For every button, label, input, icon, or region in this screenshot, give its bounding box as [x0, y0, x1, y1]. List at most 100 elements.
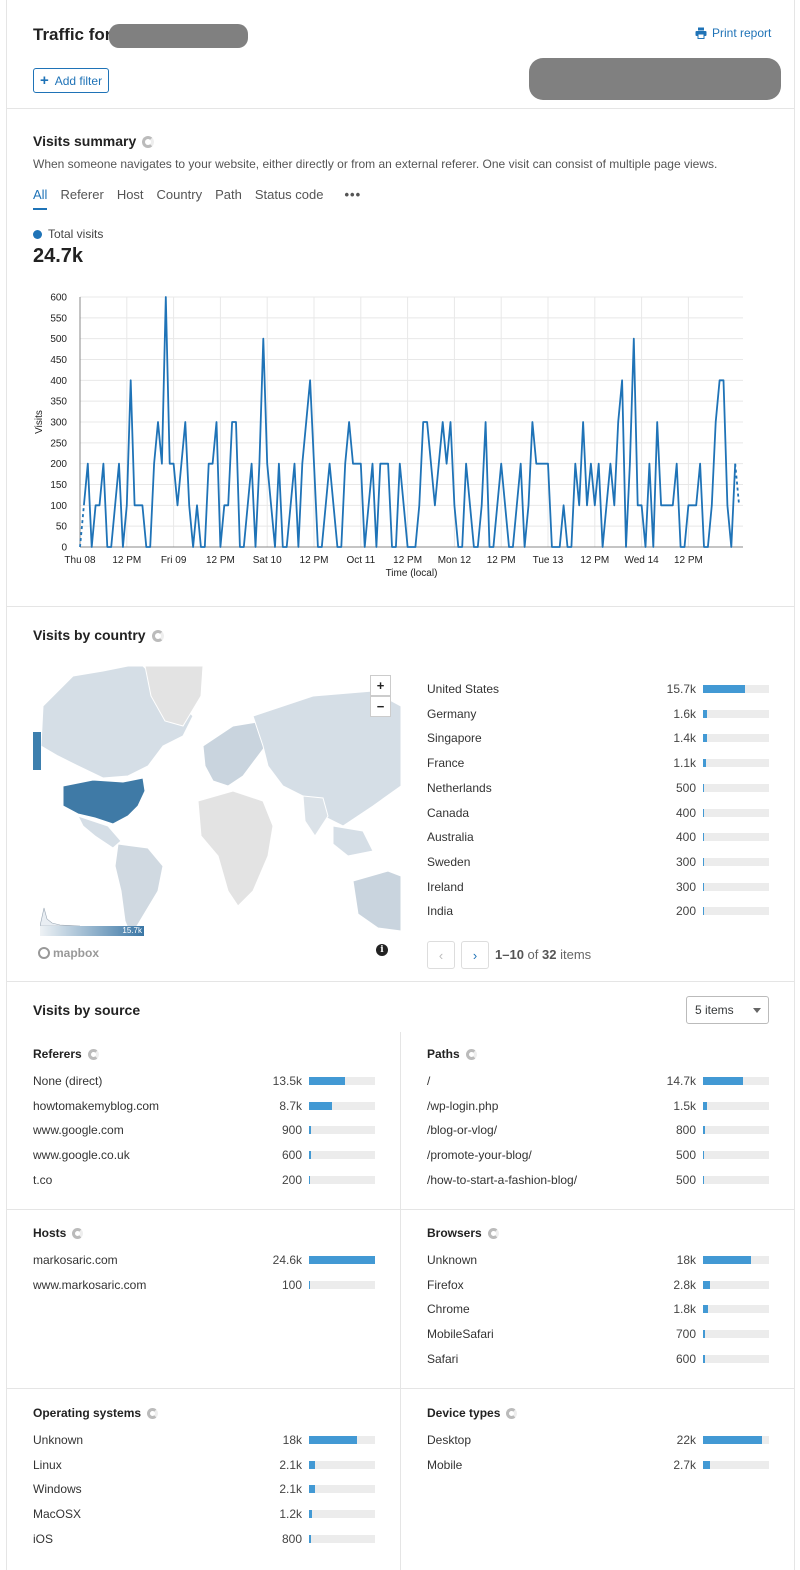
- country-row[interactable]: Canada 400: [427, 804, 769, 822]
- row-bar: [309, 1534, 375, 1543]
- chart-legend: Total visits: [33, 227, 103, 241]
- referersrow[interactable]: howtomakemyblog.com 8.7k: [33, 1097, 375, 1115]
- row-bar: [703, 1280, 769, 1289]
- country-name: India: [427, 904, 454, 919]
- help-icon[interactable]: [142, 136, 155, 149]
- row-label: /how-to-start-a-fashion-blog/: [427, 1172, 578, 1187]
- visits-line-chart[interactable]: 0 50 100 150 200 250 300 350 400 450 500 550 600 Thu …: [30, 288, 760, 588]
- country-row[interactable]: France 1.1k: [427, 754, 769, 772]
- tab-path[interactable]: Path: [215, 187, 242, 202]
- next-page-button[interactable]: ›: [461, 941, 489, 969]
- more-tabs-icon[interactable]: •••: [344, 187, 362, 202]
- previous-page-button[interactable]: ‹: [427, 941, 455, 969]
- pathsrow[interactable]: /how-to-start-a-fashion-blog/500: [427, 1171, 769, 1189]
- zoom-out-button[interactable]: −: [370, 696, 391, 717]
- divider: [6, 1388, 795, 1389]
- row-bar: [309, 1485, 375, 1494]
- browsersrow[interactable]: Chrome 1.8k: [427, 1300, 769, 1318]
- country-row[interactable]: India 200: [427, 902, 769, 920]
- referersrow[interactable]: www.google.co.uk 600: [33, 1146, 375, 1164]
- items-count-select[interactable]: 5 items: [686, 996, 769, 1024]
- help-icon[interactable]: [87, 1049, 99, 1061]
- referersrow[interactable]: t.co 200: [33, 1171, 375, 1189]
- legend-dot-icon: [33, 229, 42, 239]
- help-icon[interactable]: [506, 1408, 518, 1420]
- row-value: 22k: [676, 1433, 696, 1447]
- row-label: t.co: [33, 1172, 53, 1187]
- print-report-link[interactable]: Print report: [695, 26, 771, 40]
- pathsrow[interactable]: / 14.7k: [427, 1072, 769, 1090]
- operating-systemsrow[interactable]: iOS 800: [33, 1530, 375, 1548]
- operating-systemsrow[interactable]: Linux 2.1k: [33, 1456, 375, 1474]
- tab-status-code[interactable]: Status code: [254, 187, 324, 202]
- help-icon[interactable]: [147, 1408, 159, 1420]
- country-bar: [703, 685, 769, 693]
- country-row[interactable]: Singapore 1.4k: [427, 729, 769, 747]
- world-map[interactable]: 15.7k mapbox: [33, 666, 401, 969]
- tab-host[interactable]: Host: [116, 187, 144, 202]
- operating-systemsrow[interactable]: Windows 2.1k: [33, 1480, 375, 1498]
- tab-referer[interactable]: Referer: [60, 187, 104, 202]
- country-row[interactable]: Germany 1.6k: [427, 705, 769, 723]
- device-typesrow[interactable]: Mobile 2.7k: [427, 1456, 769, 1474]
- row-bar-fill: [309, 1534, 312, 1543]
- tab-all[interactable]: All: [33, 187, 48, 210]
- help-icon[interactable]: [487, 1228, 499, 1240]
- items-count-value: 5 items: [695, 1003, 734, 1017]
- mapbox-logo[interactable]: mapbox: [38, 946, 99, 960]
- country-row[interactable]: Netherlands 500: [427, 779, 769, 797]
- row-label: Unknown: [427, 1253, 478, 1267]
- chevron-right-icon: ›: [472, 947, 478, 963]
- browserspanel-title: Browsers: [427, 1226, 499, 1240]
- help-icon[interactable]: [465, 1049, 477, 1061]
- x-tick-label: Tue 13: [533, 555, 564, 566]
- country-value: 400: [675, 830, 696, 845]
- pathsrow[interactable]: /wp-login.php 1.5k: [427, 1097, 769, 1115]
- panel-title-text: Device types: [427, 1406, 501, 1420]
- operating-systemsrow[interactable]: MacOSX 1.2k: [33, 1505, 375, 1523]
- hostsrow[interactable]: markosaric.com 24.6k: [33, 1251, 375, 1269]
- row-bar: [309, 1436, 375, 1444]
- country-row[interactable]: Sweden 300: [427, 853, 769, 871]
- pathsrow[interactable]: /blog-or-vlog/800: [427, 1121, 769, 1139]
- help-icon[interactable]: [151, 630, 164, 643]
- row-bar: [703, 1460, 769, 1469]
- operating-systemsrow[interactable]: Unknown 18k: [33, 1431, 375, 1449]
- page-title: Traffic for: [33, 25, 112, 44]
- row-bar: [309, 1151, 375, 1160]
- info-icon[interactable]: i: [376, 944, 388, 956]
- map-region-india: [302, 795, 329, 837]
- hostsrow[interactable]: www.markosaric.com 100: [33, 1276, 375, 1294]
- country-row[interactable]: Australia 400: [427, 828, 769, 846]
- row-bar: [703, 1175, 769, 1184]
- device-typesrow[interactable]: Desktop 22k: [427, 1431, 769, 1449]
- browsersrow[interactable]: Unknown 18k: [427, 1251, 769, 1269]
- row-bar-fill: [309, 1101, 333, 1110]
- pathsrow[interactable]: /promote-your-blog/500: [427, 1146, 769, 1164]
- row-bar-fill: [703, 1151, 705, 1160]
- row-label: Mobile: [427, 1457, 463, 1472]
- legend-label: Total visits: [48, 227, 104, 241]
- y-tick-label: 550: [50, 313, 67, 324]
- country-value: 1.6k: [673, 706, 696, 721]
- country-row[interactable]: Ireland 300: [427, 878, 769, 896]
- browsersrow[interactable]: MobileSafari 700: [427, 1325, 769, 1343]
- row-bar: [703, 1436, 769, 1444]
- row-bar-fill: [309, 1436, 358, 1444]
- row-bar: [703, 1151, 769, 1160]
- row-value: 500: [675, 1172, 696, 1187]
- plus-icon: +: [39, 72, 49, 89]
- x-tick-label: Oct 11: [346, 555, 375, 566]
- help-icon[interactable]: [72, 1228, 84, 1240]
- referersrow[interactable]: None (direct) 13.5k: [33, 1072, 375, 1090]
- row-label: MacOSX: [33, 1507, 82, 1522]
- tab-country[interactable]: Country: [156, 187, 203, 202]
- browsersrow[interactable]: Safari 600: [427, 1350, 769, 1368]
- x-tick-label: 12 PM: [487, 555, 516, 566]
- add-filter-button[interactable]: + Add filter: [33, 68, 109, 93]
- row-value: 100: [281, 1277, 302, 1292]
- country-row[interactable]: United States 15.7k: [427, 680, 769, 698]
- zoom-in-button[interactable]: +: [370, 675, 391, 696]
- browsersrow[interactable]: Firefox 2.8k: [427, 1276, 769, 1294]
- referersrow[interactable]: www.google.com 900: [33, 1121, 375, 1139]
